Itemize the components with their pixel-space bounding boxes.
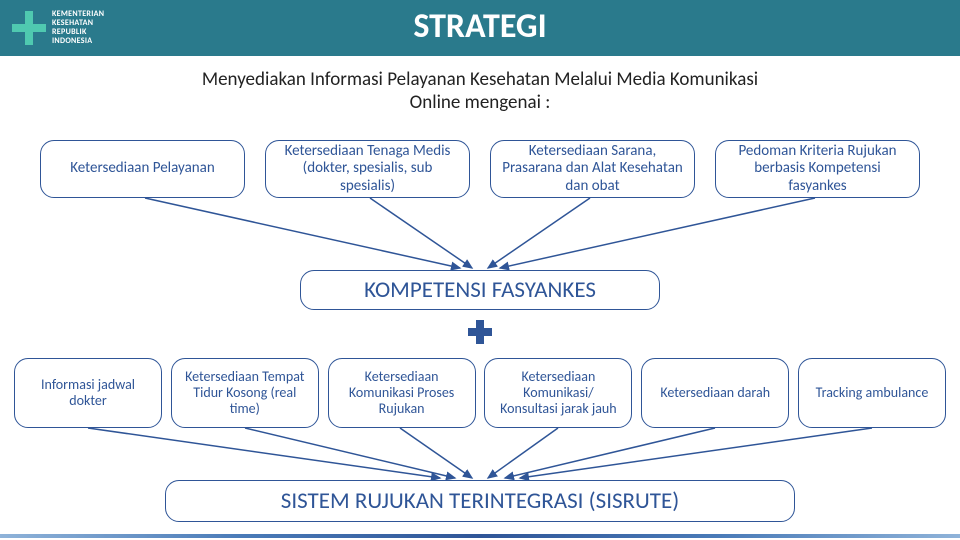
box-jadwal: Informasi jadwal dokter — [14, 358, 162, 428]
box-pedoman: Pedoman Kriteria Rujukan berbasis Kompet… — [715, 140, 920, 198]
box-sisrute: SISTEM RUJUKAN TERINTEGRASI (SISRUTE) — [165, 480, 795, 522]
box-darah: Ketersediaan darah — [641, 358, 789, 428]
row1: Ketersediaan Pelayanan Ketersediaan Tena… — [0, 140, 960, 198]
box-konsultasi: Ketersediaan Komunikasi/ Konsultasi jara… — [484, 358, 632, 428]
row2: Informasi jadwal dokter Ketersediaan Tem… — [0, 358, 960, 428]
box-pelayanan: Ketersediaan Pelayanan — [40, 140, 245, 198]
box-komunikasi-rujukan: Ketersediaan Komunikasi Proses Rujukan — [328, 358, 476, 428]
box-ambulance: Tracking ambulance — [798, 358, 946, 428]
box-sarana: Ketersediaan Sarana, Prasarana dan Alat … — [490, 140, 695, 198]
plus-connector-icon — [468, 320, 492, 344]
page-title: STRATEGI — [0, 6, 960, 47]
subtitle: Menyediakan Informasi Pelayanan Kesehata… — [0, 68, 960, 114]
box-tenaga-medis: Ketersediaan Tenaga Medis (dokter, spesi… — [265, 140, 470, 198]
box-tempat-tidur: Ketersediaan Tempat Tidur Kosong (real t… — [171, 358, 319, 428]
footer-divider — [0, 534, 960, 538]
box-kompetensi: KOMPETENSI FASYANKES — [300, 270, 660, 310]
